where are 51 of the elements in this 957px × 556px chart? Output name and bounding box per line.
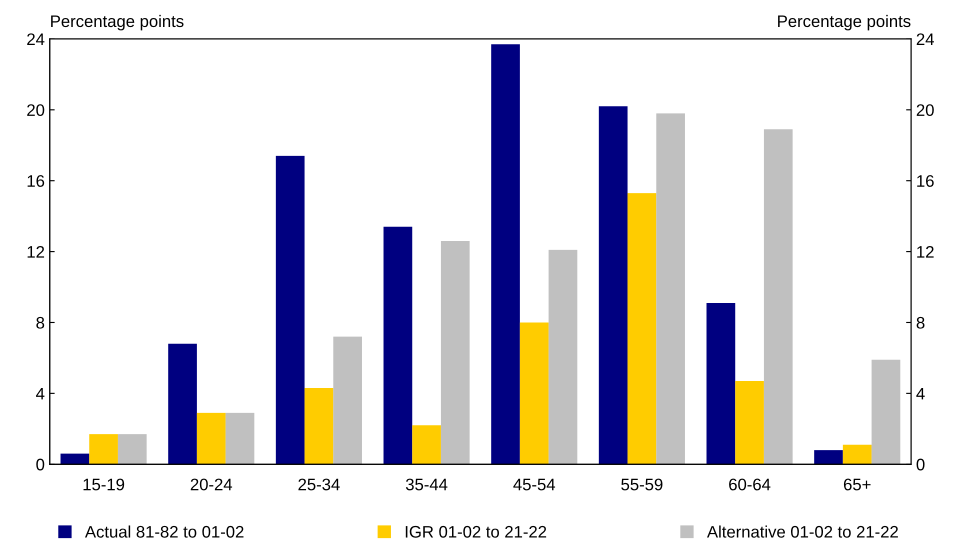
bar (764, 129, 793, 464)
x-tick-label: 55-59 (621, 478, 662, 490)
y-tick-label: 24 (27, 33, 44, 45)
y2-tick-label: 4 (916, 388, 925, 400)
y-tick-label: 8 (36, 316, 44, 329)
x-tick-label: 45-54 (513, 478, 556, 490)
bar (520, 322, 549, 464)
x-tick-label: 15-19 (84, 478, 124, 490)
y-tick-label: 0 (36, 458, 44, 470)
y2-tick-label: 20 (916, 104, 934, 116)
x-tick-label: 25-34 (298, 478, 340, 490)
y-tick-label: 20 (27, 104, 44, 116)
bar (656, 113, 685, 464)
bar (196, 412, 226, 464)
bar (628, 193, 656, 464)
x-tick-label: 20-24 (190, 478, 232, 490)
x-tick-label: 65+ (844, 478, 871, 490)
y-axis-title: Percentage points (51, 14, 184, 30)
bar (706, 302, 736, 464)
x-tick-label: 60-64 (729, 478, 770, 490)
bar (304, 388, 334, 464)
bar (548, 250, 578, 464)
legend-label: Alternative 01-02 to 21-22 (706, 525, 898, 538)
bar (842, 444, 872, 464)
bar (168, 344, 197, 464)
bar (735, 380, 764, 464)
y2-tick-label: 8 (916, 316, 924, 329)
y2-tick-label: 0 (916, 458, 925, 470)
bar (440, 240, 470, 464)
bar (60, 454, 90, 464)
y2-tick-label: 12 (917, 246, 934, 258)
legend-label: Actual 81-82 to 01-02 (84, 525, 244, 538)
bar (872, 360, 900, 464)
bar (384, 226, 412, 464)
bar (333, 336, 362, 464)
y-tick-label: 12 (28, 246, 44, 258)
legend-label: IGR 01-02 to 21-22 (406, 526, 546, 538)
y2-axis-title: Percentage points (778, 14, 910, 30)
bar (598, 106, 628, 464)
bar (89, 434, 118, 464)
bar (276, 156, 305, 464)
bar (226, 412, 254, 464)
y2-tick-label: 24 (916, 33, 934, 45)
y-tick-label: 16 (28, 175, 44, 187)
bar (118, 434, 147, 464)
y2-tick-label: 16 (917, 175, 934, 187)
bar (491, 44, 520, 464)
y-tick-label: 4 (36, 388, 44, 400)
bar (412, 425, 441, 464)
bar (814, 450, 843, 464)
x-tick-label: 35-44 (406, 478, 448, 490)
